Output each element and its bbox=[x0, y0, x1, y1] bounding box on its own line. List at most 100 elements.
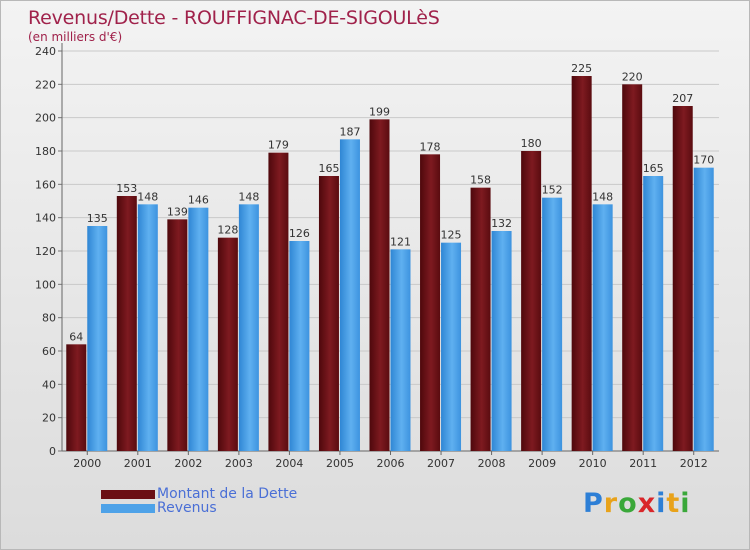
x-tick-label: 2006 bbox=[377, 457, 405, 470]
legend-label-revenus: Revenus bbox=[157, 500, 217, 516]
value-label-dette-2003: 128 bbox=[217, 224, 238, 237]
value-label-revenus-2009: 152 bbox=[542, 184, 563, 197]
value-label-revenus-2006: 121 bbox=[390, 235, 411, 248]
bar-dette-2003 bbox=[217, 237, 238, 451]
x-tick-label: 2011 bbox=[629, 457, 657, 470]
x-tick-label: 2002 bbox=[174, 457, 202, 470]
bar-revenus-2011 bbox=[643, 176, 664, 451]
chart-subtitle: (en milliers d'€) bbox=[28, 30, 123, 44]
value-label-dette-2011: 220 bbox=[622, 70, 643, 83]
x-tick-label: 2000 bbox=[73, 457, 101, 470]
logo-letter: P bbox=[583, 488, 604, 519]
bar-dette-2008 bbox=[470, 187, 491, 451]
value-label-dette-2001: 153 bbox=[116, 182, 137, 195]
axis-layer: 0 20 40 60 80 100 120 140 160 180 200 220 240 2000 200… bbox=[35, 43, 719, 470]
value-label-revenus-2011: 165 bbox=[643, 162, 664, 175]
value-label-dette-2000: 64 bbox=[69, 330, 83, 343]
y-tick-label: 160 bbox=[35, 178, 56, 191]
y-tick-label: 100 bbox=[35, 278, 56, 291]
logo-letter: i bbox=[656, 488, 667, 519]
value-labels-layer: 6413515314813914612814817912616518719912… bbox=[69, 62, 714, 343]
value-label-revenus-2000: 135 bbox=[87, 212, 108, 225]
value-label-revenus-2003: 148 bbox=[238, 190, 259, 203]
y-tick-label: 0 bbox=[49, 445, 56, 458]
value-label-revenus-2008: 132 bbox=[491, 217, 512, 230]
bar-revenus-2008 bbox=[491, 231, 512, 451]
bar-revenus-2010 bbox=[592, 204, 613, 451]
bars-layer bbox=[66, 76, 714, 452]
bar-dette-2000 bbox=[66, 344, 87, 451]
x-tick-label: 2008 bbox=[478, 457, 506, 470]
value-label-revenus-2005: 187 bbox=[339, 125, 360, 138]
value-label-dette-2004: 179 bbox=[268, 139, 289, 152]
bar-dette-2002 bbox=[167, 219, 188, 451]
logo-letter: t bbox=[666, 488, 681, 519]
bar-dette-2011 bbox=[622, 84, 643, 451]
bar-revenus-2012 bbox=[693, 167, 714, 451]
value-label-revenus-2002: 146 bbox=[188, 194, 209, 207]
chart-title: Revenus/Dette - ROUFFIGNAC-DE-SIGOULèS bbox=[28, 7, 440, 29]
value-label-dette-2009: 180 bbox=[521, 137, 542, 150]
bar-dette-2005 bbox=[318, 176, 339, 451]
bar-revenus-2007 bbox=[441, 242, 462, 451]
y-tick-label: 120 bbox=[35, 245, 56, 258]
y-tick-label: 220 bbox=[35, 78, 56, 91]
legend-item-dette: Montant de la Dette bbox=[101, 487, 297, 501]
logo-letter: x bbox=[637, 488, 657, 519]
y-tick-label: 200 bbox=[35, 112, 56, 125]
bar-revenus-2000 bbox=[87, 226, 108, 451]
x-tick-label: 2001 bbox=[124, 457, 152, 470]
bar-revenus-2004 bbox=[289, 241, 310, 451]
bar-revenus-2006 bbox=[390, 249, 411, 451]
x-tick-label: 2007 bbox=[427, 457, 455, 470]
bar-revenus-2005 bbox=[339, 139, 360, 452]
legend-item-revenus: Revenus bbox=[101, 501, 297, 515]
value-label-revenus-2007: 125 bbox=[441, 229, 462, 242]
y-tick-label: 60 bbox=[42, 345, 56, 358]
x-tick-label: 2010 bbox=[579, 457, 607, 470]
value-label-dette-2012: 207 bbox=[672, 92, 693, 105]
value-label-revenus-2010: 148 bbox=[592, 190, 613, 203]
bar-dette-2007 bbox=[420, 154, 441, 452]
value-label-dette-2005: 165 bbox=[318, 162, 339, 175]
value-label-dette-2006: 199 bbox=[369, 105, 390, 118]
value-label-revenus-2001: 148 bbox=[137, 190, 158, 203]
bar-dette-2001 bbox=[116, 196, 137, 451]
bar-dette-2004 bbox=[268, 152, 289, 451]
y-tick-label: 140 bbox=[35, 212, 56, 225]
x-tick-label: 2003 bbox=[225, 457, 253, 470]
value-label-dette-2010: 225 bbox=[571, 62, 592, 75]
logo-letter: i bbox=[680, 488, 691, 519]
legend: Montant de la Dette Revenus bbox=[101, 487, 297, 515]
y-tick-label: 20 bbox=[42, 412, 56, 425]
x-tick-label: 2009 bbox=[528, 457, 556, 470]
bar-dette-2009 bbox=[521, 151, 542, 451]
bar-dette-2010 bbox=[571, 76, 592, 451]
x-tick-label: 2004 bbox=[275, 457, 303, 470]
proxiti-logo: Proxiti bbox=[583, 488, 691, 519]
legend-label-dette: Montant de la Dette bbox=[157, 486, 298, 502]
bar-revenus-2002 bbox=[188, 207, 209, 451]
value-label-dette-2008: 158 bbox=[470, 174, 491, 187]
y-tick-label: 240 bbox=[35, 45, 56, 58]
bar-dette-2006 bbox=[369, 119, 390, 451]
y-tick-label: 40 bbox=[42, 378, 56, 391]
y-tick-label: 80 bbox=[42, 312, 56, 325]
logo-letter: o bbox=[618, 488, 638, 519]
value-label-dette-2007: 178 bbox=[420, 140, 441, 153]
legend-swatch-revenus bbox=[101, 503, 155, 513]
value-label-revenus-2004: 126 bbox=[289, 227, 310, 240]
logo-letter: r bbox=[603, 488, 619, 519]
value-label-revenus-2012: 170 bbox=[693, 154, 714, 167]
x-tick-label: 2005 bbox=[326, 457, 354, 470]
legend-swatch-dette bbox=[101, 489, 155, 499]
x-tick-label: 2012 bbox=[680, 457, 708, 470]
bar-dette-2012 bbox=[672, 106, 693, 451]
value-label-dette-2002: 139 bbox=[167, 205, 188, 218]
bar-revenus-2003 bbox=[238, 204, 259, 451]
bar-revenus-2009 bbox=[542, 197, 563, 451]
y-tick-label: 180 bbox=[35, 145, 56, 158]
bar-revenus-2001 bbox=[137, 204, 158, 451]
